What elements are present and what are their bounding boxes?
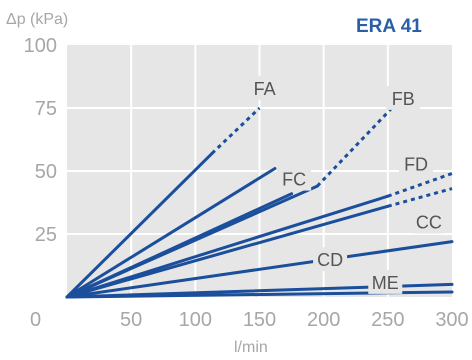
series-line — [65, 151, 214, 299]
series-label-bg — [368, 269, 403, 294]
series-label: ME — [372, 273, 399, 293]
series-label-bg — [247, 75, 282, 100]
series-label: FD — [404, 154, 428, 174]
series-label: FA — [254, 79, 276, 99]
y-tick-label: 100 — [24, 35, 57, 57]
x-tick-label: 200 — [307, 309, 340, 331]
y-tick-label: 75 — [35, 98, 57, 120]
series-label-bg — [399, 151, 434, 176]
series-label-bg — [277, 166, 312, 191]
x-tick-label: 150 — [243, 309, 276, 331]
x-tick-label: 300 — [435, 309, 468, 331]
y-tick-label: 25 — [35, 224, 57, 246]
x-tick-label: 50 — [120, 309, 142, 331]
origin-tick-label: 0 — [30, 309, 41, 331]
chart-title: ERA 41 — [356, 16, 422, 37]
series-line-dashed — [316, 104, 396, 188]
series-label: CD — [317, 250, 343, 270]
series-line — [65, 192, 294, 299]
series-label-bg — [411, 209, 446, 234]
series-line — [65, 167, 277, 299]
series-line — [65, 204, 390, 299]
series-label-bg — [313, 247, 348, 272]
series-label: FC — [282, 170, 306, 190]
series-label: CC — [416, 212, 442, 232]
x-tick-label: 250 — [371, 309, 404, 331]
y-tick-label: 50 — [35, 161, 57, 183]
series-line — [65, 194, 390, 299]
series-line-dashed — [210, 106, 261, 155]
x-tick-label: 100 — [179, 309, 212, 331]
y-axis-label: Δp (kPa) — [6, 11, 68, 28]
series-line-dashed — [387, 187, 453, 208]
x-axis-label: l/min — [234, 339, 268, 356]
series-line-dashed — [387, 172, 453, 198]
series-label: FB — [392, 89, 415, 109]
series-label-bg — [386, 85, 421, 110]
series-line — [65, 240, 454, 299]
